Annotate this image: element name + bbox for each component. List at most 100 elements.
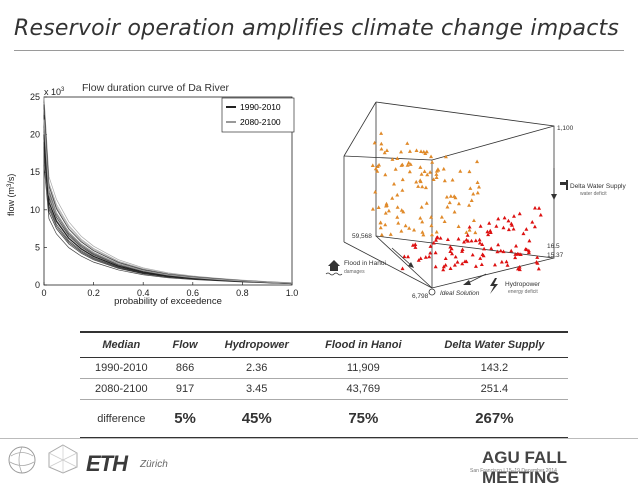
- pareto-point-red: [521, 231, 526, 236]
- pareto-point-orange: [395, 205, 400, 209]
- pareto-point-red: [433, 238, 438, 242]
- series-2080-2100-member: [43, 96, 293, 284]
- pareto-point-red: [452, 262, 457, 267]
- series-line-2080-2100: [43, 119, 293, 284]
- footer-divider: [0, 438, 638, 439]
- pareto-point-orange: [399, 229, 404, 233]
- pareto-point-red: [514, 243, 519, 248]
- pareto-point-red: [402, 254, 407, 259]
- pareto-point-red: [477, 240, 482, 245]
- pareto-point-red: [400, 266, 405, 271]
- pareto-points: [370, 131, 543, 272]
- pareto-point-orange: [393, 167, 398, 171]
- x-tick-label: 0: [41, 288, 46, 298]
- pareto-point-red: [486, 232, 491, 237]
- pareto-point-orange: [468, 186, 473, 190]
- y-tick-label: 20: [30, 130, 40, 140]
- pareto-point-orange: [414, 148, 419, 152]
- pareto-point-orange: [431, 177, 436, 181]
- pareto-point-orange: [379, 131, 384, 135]
- pareto-point-orange: [419, 149, 424, 153]
- pareto-point-orange: [434, 229, 439, 234]
- pareto-point-red: [478, 256, 483, 260]
- pareto-point-orange: [435, 167, 440, 171]
- col-median: Median: [80, 331, 163, 358]
- pareto-point-red: [428, 250, 433, 255]
- pareto-point-orange: [407, 149, 412, 153]
- pareto-point-orange: [430, 160, 435, 164]
- pareto-point-red: [513, 252, 518, 256]
- pareto-point-red: [532, 224, 537, 229]
- hydro-sub: energy deficit: [508, 289, 538, 295]
- pareto-point-red: [465, 233, 470, 237]
- pareto-point-orange: [423, 185, 428, 190]
- pareto-point-red: [516, 266, 521, 271]
- pareto-point-red: [504, 259, 509, 264]
- pareto-point-orange: [452, 209, 457, 214]
- label-ideal: Ideal Solution: [440, 290, 480, 297]
- title-divider: [14, 50, 624, 51]
- pareto-point-red: [511, 214, 516, 218]
- pareto-point-orange: [444, 194, 449, 199]
- pareto-point-orange: [384, 201, 389, 206]
- pareto-point-orange: [418, 216, 423, 220]
- pareto-point-orange: [447, 200, 452, 205]
- flood-sub: damages: [344, 269, 365, 275]
- pareto-point-orange: [471, 191, 476, 196]
- pareto-point-orange: [407, 169, 412, 174]
- pareto-point-orange: [467, 169, 472, 174]
- pareto-point-red: [469, 238, 474, 243]
- pareto-point-orange: [429, 154, 434, 159]
- pareto-point-red: [535, 255, 540, 259]
- pareto-point-red: [523, 247, 528, 251]
- pareto-point-orange: [412, 227, 417, 232]
- hydro-annotation: Hydropower energy deficit: [463, 273, 541, 295]
- eth-logo-subtitle: Zürich: [140, 459, 168, 470]
- pareto-point-red: [460, 261, 465, 266]
- x-tick-label: 1.0: [286, 288, 299, 298]
- pareto-point-orange: [452, 194, 457, 198]
- pareto-point-red: [445, 237, 450, 242]
- pareto-point-orange: [406, 160, 411, 165]
- x-tick-label: 0.2: [87, 288, 100, 298]
- ideal-solution-marker: [428, 288, 436, 296]
- pareto-point-red: [511, 226, 516, 231]
- pareto-point-orange: [405, 163, 410, 167]
- pareto-point-red: [423, 255, 428, 259]
- pareto-point-orange: [477, 184, 482, 189]
- pareto-point-red: [479, 262, 484, 267]
- pareto-point-orange: [428, 170, 433, 174]
- delta-sub: water deficit: [580, 191, 607, 197]
- pareto-point-orange: [456, 201, 461, 206]
- pareto-point-red: [536, 266, 541, 271]
- pareto-point-orange: [375, 169, 380, 173]
- pareto-point-red: [443, 256, 448, 261]
- label-flood-low: 6,798: [412, 293, 429, 300]
- pareto-point-orange: [383, 172, 388, 177]
- y-tick-label: 25: [30, 92, 40, 102]
- pareto-point-orange: [379, 232, 384, 237]
- pareto-point-orange: [441, 166, 446, 171]
- pareto-point-red: [496, 242, 501, 247]
- globe-logo: [8, 446, 36, 474]
- pareto-point-red: [480, 242, 485, 246]
- pareto-point-orange: [376, 205, 381, 209]
- pareto-point-orange: [378, 225, 383, 230]
- pareto-point-orange: [467, 228, 472, 232]
- col-flood: Flood in Hanoi: [305, 331, 421, 358]
- pareto-point-red: [462, 239, 467, 244]
- pareto-point-red: [470, 252, 475, 257]
- difference-row: difference 5% 45% 75% 267%: [80, 399, 568, 439]
- fdc-title: Flow duration curve of Da River: [82, 82, 230, 94]
- hydro-title: Hydropower: [505, 281, 541, 288]
- pareto-point-orange: [407, 226, 412, 230]
- pareto-point-orange: [390, 157, 395, 161]
- pareto-point-orange: [429, 223, 434, 228]
- pareto-point-orange: [379, 146, 384, 151]
- col-delta: Delta Water Supply: [420, 331, 568, 358]
- pareto-point-red: [537, 206, 542, 210]
- flood-title: Flood in Hanoi: [344, 260, 386, 267]
- pareto-point-red: [492, 262, 497, 267]
- fdc-xlabel: probability of exceedence: [114, 296, 222, 307]
- pareto-point-red: [517, 211, 522, 216]
